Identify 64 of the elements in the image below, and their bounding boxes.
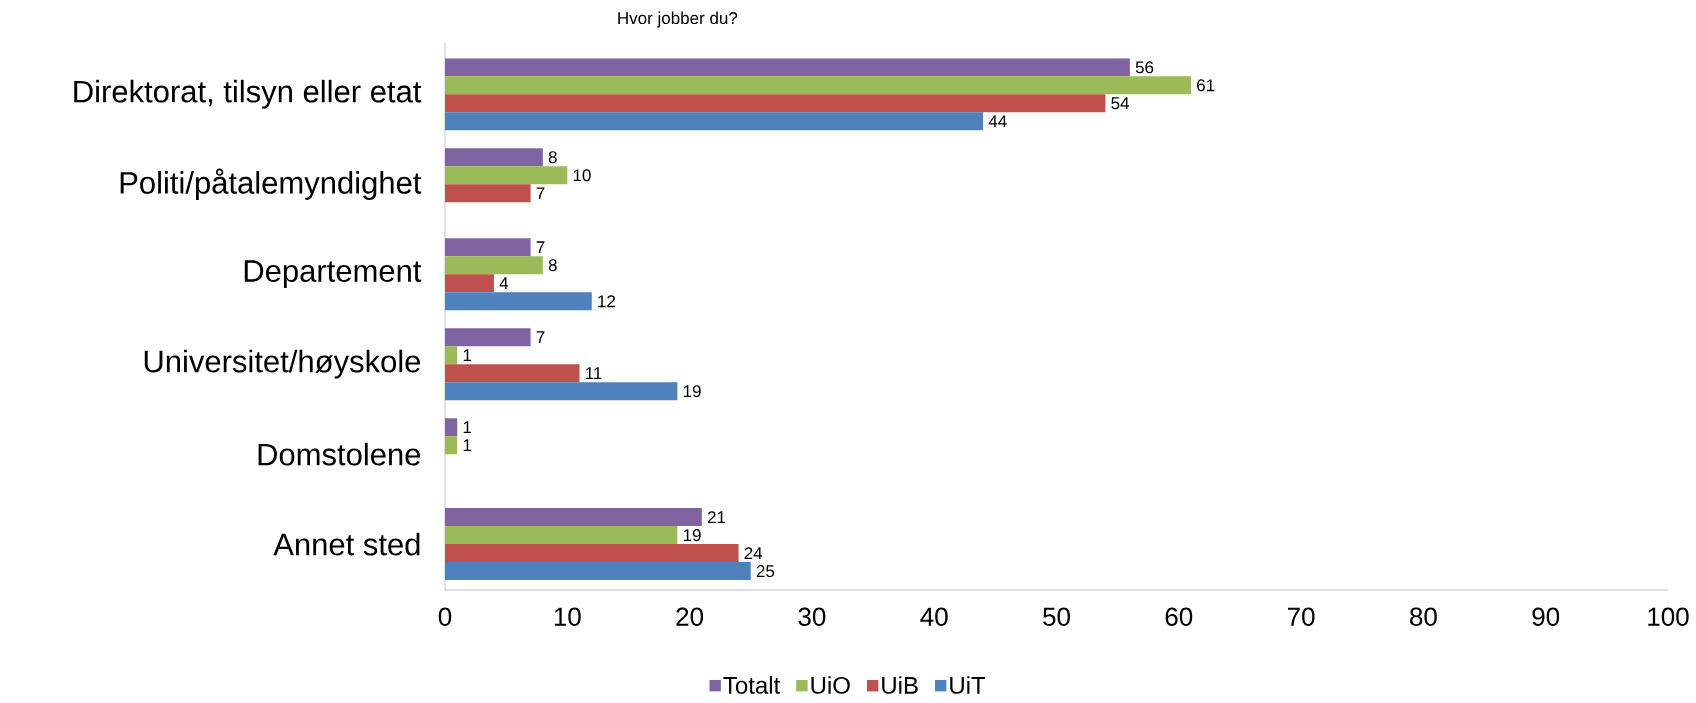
y-tick-label: Politi/påtalemyndighet — [120, 168, 422, 200]
legend-label: UiT — [950, 676, 986, 694]
data-label: 25 — [756, 565, 775, 578]
data-label: 11 — [586, 367, 602, 380]
bar — [445, 562, 751, 581]
data-label: 61 — [1197, 79, 1215, 92]
bar — [445, 418, 458, 437]
chart-title: Hvor jobber du? — [618, 11, 738, 28]
data-label: 8 — [548, 151, 557, 164]
data-label: 19 — [683, 385, 701, 398]
bar — [445, 328, 531, 347]
legend-label: UiO — [811, 676, 850, 694]
y-tick-label: Direktorat, tilsyn eller etat — [74, 79, 422, 109]
x-tick-label: 10 — [554, 607, 581, 626]
x-tick-label: 90 — [1532, 607, 1560, 626]
x-tick-label: 40 — [920, 607, 948, 626]
legend-label: Totalt — [723, 676, 781, 694]
y-tick-label: Annet sted — [273, 532, 420, 556]
bar — [445, 112, 984, 131]
data-label: 56 — [1135, 61, 1154, 74]
data-label: 1 — [463, 439, 472, 451]
x-tick-label: 30 — [798, 607, 826, 626]
bar — [445, 292, 592, 311]
data-label: 1 — [463, 421, 472, 433]
bar — [445, 436, 458, 455]
bar — [445, 382, 678, 401]
data-label: 8 — [548, 259, 557, 272]
x-tick-label: 0 — [438, 607, 452, 626]
x-tick-label: 100 — [1648, 607, 1689, 626]
legend-label: UiB — [882, 676, 918, 694]
bar — [445, 364, 580, 383]
data-label: 7 — [536, 187, 545, 200]
x-tick-label: 80 — [1410, 607, 1437, 626]
data-label: 12 — [598, 295, 616, 308]
bar — [445, 274, 494, 293]
y-tick-label: Domstolene — [258, 442, 421, 466]
bar — [445, 238, 531, 257]
data-label: 4 — [499, 277, 509, 290]
data-label: 21 — [707, 511, 726, 524]
x-tick-label: 20 — [676, 607, 704, 626]
bar — [445, 544, 739, 563]
bar — [445, 148, 543, 167]
bar — [445, 256, 543, 275]
bar — [445, 166, 568, 185]
bar — [445, 94, 1106, 113]
data-label: 24 — [744, 547, 763, 560]
y-tick-label: Universitet/høyskole — [144, 349, 421, 379]
data-label: 54 — [1111, 97, 1130, 110]
bar — [445, 58, 1130, 77]
bar — [445, 526, 678, 545]
data-label: 19 — [683, 529, 701, 542]
data-label: 1 — [463, 349, 472, 362]
bar — [445, 184, 531, 203]
bar — [445, 346, 458, 365]
bar — [445, 76, 1192, 95]
bar — [445, 508, 702, 527]
x-tick-label: 60 — [1165, 607, 1193, 626]
y-tick-label: Departement — [244, 260, 422, 289]
x-tick-label: 50 — [1043, 607, 1070, 626]
x-tick-label: 70 — [1287, 607, 1315, 626]
data-label: 44 — [988, 115, 1007, 128]
data-label: 10 — [573, 169, 591, 182]
data-label: 7 — [536, 241, 545, 254]
data-label: 7 — [536, 331, 545, 344]
